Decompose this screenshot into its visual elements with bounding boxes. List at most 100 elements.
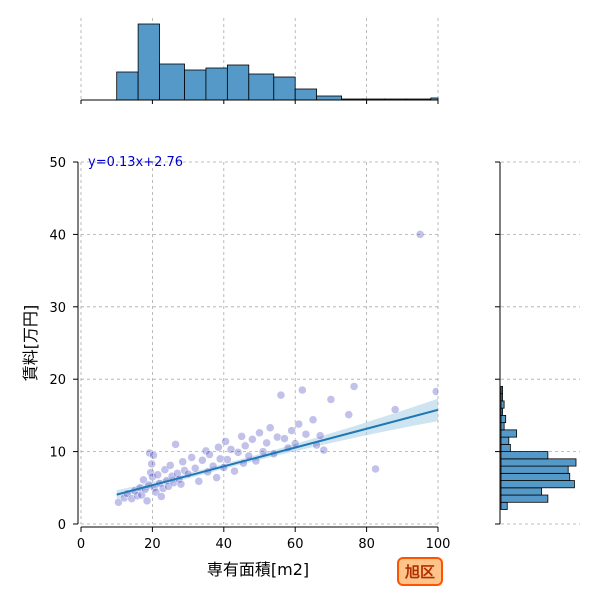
scatter-point	[315, 431, 325, 440]
scatter-point	[221, 437, 230, 446]
y-histogram-bar	[500, 494, 549, 503]
y-histogram-bar	[500, 480, 575, 489]
scatter-point	[114, 498, 123, 507]
scatter-point	[415, 230, 425, 239]
y-tick-label: 50	[49, 156, 66, 171]
main-gridlines	[80, 161, 439, 525]
scatter-point	[215, 454, 225, 464]
y-tick-label: 30	[49, 301, 66, 316]
scatter-point	[431, 387, 438, 396]
scatter-point	[171, 440, 180, 449]
ward-badge: 旭区	[397, 557, 443, 586]
scatter-point	[147, 459, 156, 469]
scatter-point	[226, 445, 236, 454]
y-histogram-bar	[500, 414, 507, 424]
scatter-point	[298, 385, 307, 395]
scatter-point	[301, 429, 311, 439]
scatter-point	[146, 468, 155, 477]
scatter-point	[349, 382, 359, 391]
x-histogram-bar	[226, 64, 250, 101]
y-histogram-bar	[500, 400, 505, 409]
scatter-point	[187, 453, 196, 462]
scatter-point	[119, 493, 129, 503]
x-histogram-bar	[316, 95, 343, 101]
x-tick-label: 100	[426, 537, 451, 552]
scatter-point	[319, 445, 329, 455]
scatter-point	[133, 491, 142, 501]
x-histogram-bar	[184, 69, 207, 101]
y-histogram-bar	[500, 443, 511, 452]
scatter-point	[273, 432, 282, 442]
y-histogram-bar	[500, 458, 577, 467]
y-tick-label: 20	[49, 373, 66, 388]
regression-equation-label: y=0.13x+2.76	[88, 155, 183, 170]
right-histogram-bars	[500, 386, 577, 510]
scatter-point	[280, 434, 289, 443]
x-axis-title: 専有面積[m2]	[207, 560, 309, 579]
scatter-point	[145, 448, 154, 458]
x-histogram-bar	[116, 71, 139, 101]
scatter-point	[265, 423, 275, 432]
scatter-point	[166, 461, 175, 470]
scatter-point	[148, 472, 157, 482]
regression-line-layer	[116, 408, 438, 496]
x-histogram-bar	[137, 23, 160, 101]
scatter-point	[230, 466, 239, 476]
scatter-point	[201, 446, 211, 456]
ward-badge-label: 旭区	[404, 563, 435, 581]
y-histogram-bar	[500, 472, 571, 481]
scatter-point	[190, 464, 200, 473]
scatter-point	[153, 470, 163, 480]
y-tick-label: 0	[58, 518, 66, 533]
scatter-point	[139, 475, 148, 485]
y-histogram-bar	[500, 407, 503, 416]
y-axis-title: 賃料[万円]	[21, 305, 40, 382]
y-histogram-bar	[500, 436, 510, 445]
scatter-point	[237, 432, 246, 441]
scatter-point	[180, 466, 189, 475]
scatter-point	[326, 395, 336, 404]
y-histogram-bar	[500, 501, 508, 510]
regression-line	[116, 408, 438, 496]
y-histogram-bar	[500, 465, 569, 474]
scatter-point	[176, 479, 186, 489]
x-histogram-bar	[205, 67, 228, 101]
scatter-point	[149, 450, 158, 460]
y-histogram-bar	[500, 451, 549, 460]
scatter-point	[198, 456, 207, 465]
scatter-point	[294, 419, 304, 429]
scatter-point	[194, 477, 204, 486]
x-tick-label: 80	[358, 537, 375, 552]
scatter-point	[262, 438, 271, 448]
y-tick-label: 10	[49, 446, 66, 461]
x-tick-label: 60	[287, 537, 304, 552]
axes-layer	[77, 99, 501, 528]
scatter-point	[178, 457, 187, 466]
scatter-point	[233, 448, 243, 457]
scatter-point	[390, 405, 400, 414]
axis-ticks: 0 20 40 60 80 100 0 10 20 30 40 50	[49, 100, 500, 552]
scatter-point	[214, 443, 223, 452]
scatter-point	[344, 410, 353, 419]
scatter-point	[158, 484, 168, 493]
scatter-point	[212, 473, 221, 482]
scatter-point	[248, 435, 257, 444]
y-histogram-bar	[500, 487, 543, 496]
scatter-point	[205, 450, 214, 459]
ward-badge-box	[397, 557, 443, 586]
y-tick-label: 40	[49, 228, 66, 243]
scatter-point	[142, 496, 152, 506]
x-tick-label: 0	[77, 537, 85, 552]
scatter-point	[276, 390, 286, 400]
scatter-point	[223, 455, 232, 464]
x-histogram-bar	[248, 73, 275, 101]
scatter-point	[157, 492, 166, 501]
y-histogram-bar	[500, 393, 503, 402]
scatter-point	[255, 428, 264, 438]
y-histogram-bar	[500, 429, 518, 438]
x-tick-label: 20	[144, 537, 161, 552]
scatter-point	[287, 426, 296, 435]
top-histogram-bars	[116, 23, 439, 101]
